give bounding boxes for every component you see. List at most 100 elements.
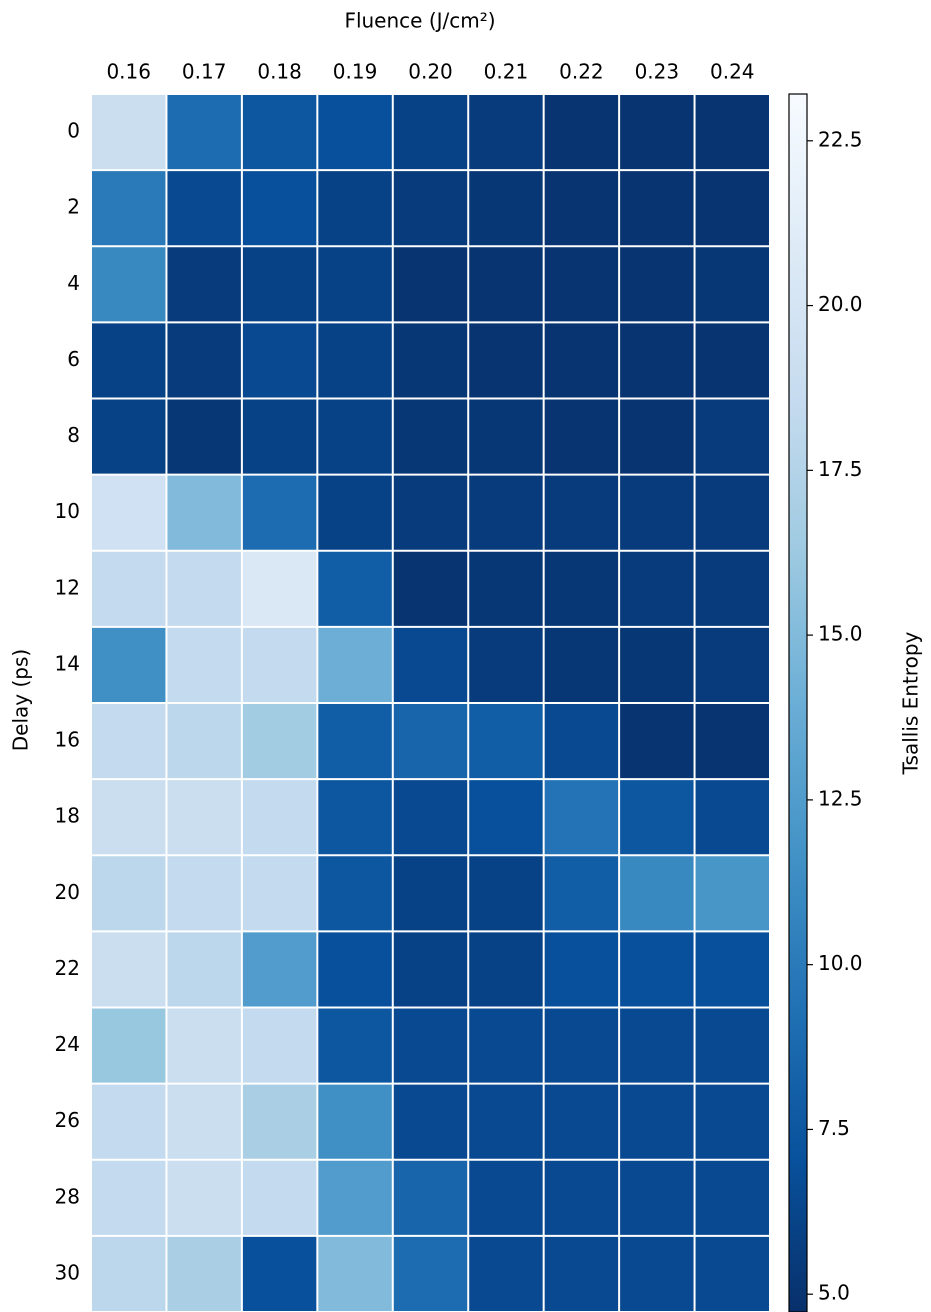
heatmap-cell [242,932,317,1007]
heatmap-cell [620,932,694,1007]
heatmap-cell [92,247,166,322]
y-tick-label: 18 [55,804,80,828]
heatmap-cell [393,95,468,170]
heatmap-cell [620,171,694,246]
heatmap-cell [92,1236,166,1311]
heatmap-cell [92,1160,166,1235]
heatmap-cell [167,551,241,626]
heatmap-cell [544,1008,619,1083]
heatmap-cell [318,323,392,398]
colorbar-tick-label: 20.0 [818,292,863,316]
x-tick-label: 0.24 [710,60,755,84]
heatmap-cell [242,171,317,246]
heatmap-cell [544,856,619,931]
x-axis-label: Fluence (J/cm²) [344,9,495,33]
heatmap-cell [695,1084,769,1159]
heatmap-cell [544,247,619,322]
x-tick-label: 0.16 [106,60,151,84]
heatmap-cell [620,247,694,322]
heatmap-cell [318,780,392,855]
heatmap-cell [695,856,769,931]
colorbar-tick-label: 22.5 [818,127,863,151]
heatmap-cell [393,1084,468,1159]
heatmap-cell [544,1160,619,1235]
heatmap-cell [242,704,317,779]
heatmap-cell [92,95,166,170]
x-tick-label: 0.20 [408,60,453,84]
heatmap-cell [695,1236,769,1311]
heatmap-cell [167,171,241,246]
heatmap-cell [167,856,241,931]
heatmap-cell [167,475,241,550]
y-tick-label: 2 [67,195,80,219]
heatmap-cell [620,323,694,398]
heatmap-cell [92,475,166,550]
heatmap-cell [92,551,166,626]
colorbar [788,93,808,1312]
heatmap-cell [620,856,694,931]
heatmap-cell [469,704,543,779]
heatmap-cell [469,323,543,398]
heatmap-cell [167,1084,241,1159]
heatmap-cell [92,1008,166,1083]
heatmap-cell [695,1008,769,1083]
heatmap-cell [92,856,166,931]
heatmap-cell [393,704,468,779]
heatmap-cell [469,780,543,855]
y-tick-label: 10 [55,499,80,523]
x-tick-label: 0.22 [559,60,604,84]
heatmap-cell [318,1236,392,1311]
heatmap-cell [695,475,769,550]
heatmap-cell [242,1008,317,1083]
colorbar-tick-label: 5.0 [818,1281,850,1305]
heatmap-cell [695,780,769,855]
heatmap-cell [620,95,694,170]
heatmap-cell [620,475,694,550]
heatmap-cell [393,1008,468,1083]
heatmap-cell [92,1084,166,1159]
heatmap-cell [544,95,619,170]
heatmap-cell [544,551,619,626]
x-tick-label: 0.21 [484,60,529,84]
heatmap-cell [544,1236,619,1311]
colorbar-tick-label: 10.0 [818,951,863,975]
heatmap-cell [242,551,317,626]
heatmap-cell [318,932,392,1007]
y-tick-label: 8 [67,423,80,447]
heatmap-cell [620,1084,694,1159]
heatmap-cell [92,323,166,398]
x-tick-label: 0.18 [257,60,302,84]
y-tick-label: 28 [55,1184,80,1208]
heatmap-cell [695,95,769,170]
heatmap-cell [393,551,468,626]
colorbar-tick-label: 12.5 [818,786,863,810]
heatmap-cell [167,780,241,855]
heatmap-cell [620,704,694,779]
heatmap-cell [469,551,543,626]
heatmap-cell [167,1160,241,1235]
heatmap-cell [393,856,468,931]
heatmap-cell [167,627,241,702]
heatmap-cell [393,171,468,246]
colorbar-tick-label: 17.5 [818,457,863,481]
heatmap-cell [393,323,468,398]
heatmap-cell [620,780,694,855]
heatmap-cell [695,627,769,702]
heatmap-cell [242,1160,317,1235]
heatmap-cell [393,1236,468,1311]
heatmap-cell [695,551,769,626]
heatmap-cell [620,1236,694,1311]
heatmap-cell [393,932,468,1007]
heatmap-cell [92,399,166,474]
heatmap-cell [620,1160,694,1235]
heatmap-cell [167,247,241,322]
heatmap-cell [469,932,543,1007]
heatmap-cell [695,399,769,474]
heatmap-cell [544,475,619,550]
heatmap-cell [469,171,543,246]
heatmap-cell [167,704,241,779]
y-axis-label: Delay (ps) [9,649,33,751]
heatmap-cell [242,95,317,170]
heatmap-cell [167,95,241,170]
